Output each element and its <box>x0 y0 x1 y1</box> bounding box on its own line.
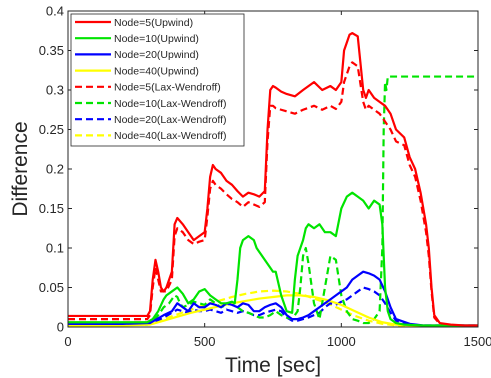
y-axis: 0 0.05 0.1 0.15 0.2 0.25 0.3 0.35 0.4 <box>39 4 478 335</box>
series-line-node-20-lax-wendroff <box>68 286 478 327</box>
y-tick-label: 0.15 <box>39 201 64 216</box>
x-tick-label: 1500 <box>464 334 491 349</box>
series-line-node-10-upwind <box>68 191 478 327</box>
legend-label: Node=10(Lax-Wendroff) <box>114 98 227 110</box>
series-line-node-20-upwind <box>68 270 478 327</box>
x-tick-label: 500 <box>194 334 216 349</box>
legend-box <box>70 13 245 147</box>
legend-label: Node=20(Lax-Wendroff) <box>114 114 227 126</box>
series-line-node-5-upwind <box>68 32 478 327</box>
x-tick-label: 1000 <box>327 334 356 349</box>
legend-label: Node=10(Upwind) <box>114 33 199 45</box>
legend: Node=5(Upwind) Node=10(Upwind) Node=20(Upw… <box>70 13 245 147</box>
legend-label: Node=40(Lax-Wendroff) <box>114 130 227 142</box>
series-line-node-5-lax-wendroff <box>68 61 478 328</box>
legend-label: Node=5(Lax-Wendroff) <box>114 82 221 94</box>
legend-label: Node=40(Upwind) <box>114 65 199 77</box>
y-tick-label: 0.2 <box>46 162 64 177</box>
y-tick-label: 0.1 <box>46 241 64 256</box>
y-tick-label: 0 <box>57 320 64 335</box>
legend-label: Node=20(Upwind) <box>114 49 199 61</box>
y-axis-title: Difference <box>9 121 32 216</box>
legend-items: Node=5(Upwind) Node=10(Upwind) Node=20(Upw… <box>75 17 227 142</box>
y-tick-label: 0.4 <box>46 4 64 19</box>
y-tick-label: 0.3 <box>46 83 64 98</box>
y-tick-label: 0.05 <box>39 280 64 295</box>
series-line-node-40-upwind <box>68 294 478 328</box>
y-tick-label: 0.35 <box>39 43 64 58</box>
x-axis: 0 500 1000 1500 <box>64 11 491 349</box>
series-layer <box>68 32 478 328</box>
x-tick-label: 0 <box>64 334 71 349</box>
x-axis-title: Time [sec] <box>225 354 321 377</box>
legend-label: Node=5(Upwind) <box>114 17 193 29</box>
y-tick-label: 0.25 <box>39 122 64 137</box>
